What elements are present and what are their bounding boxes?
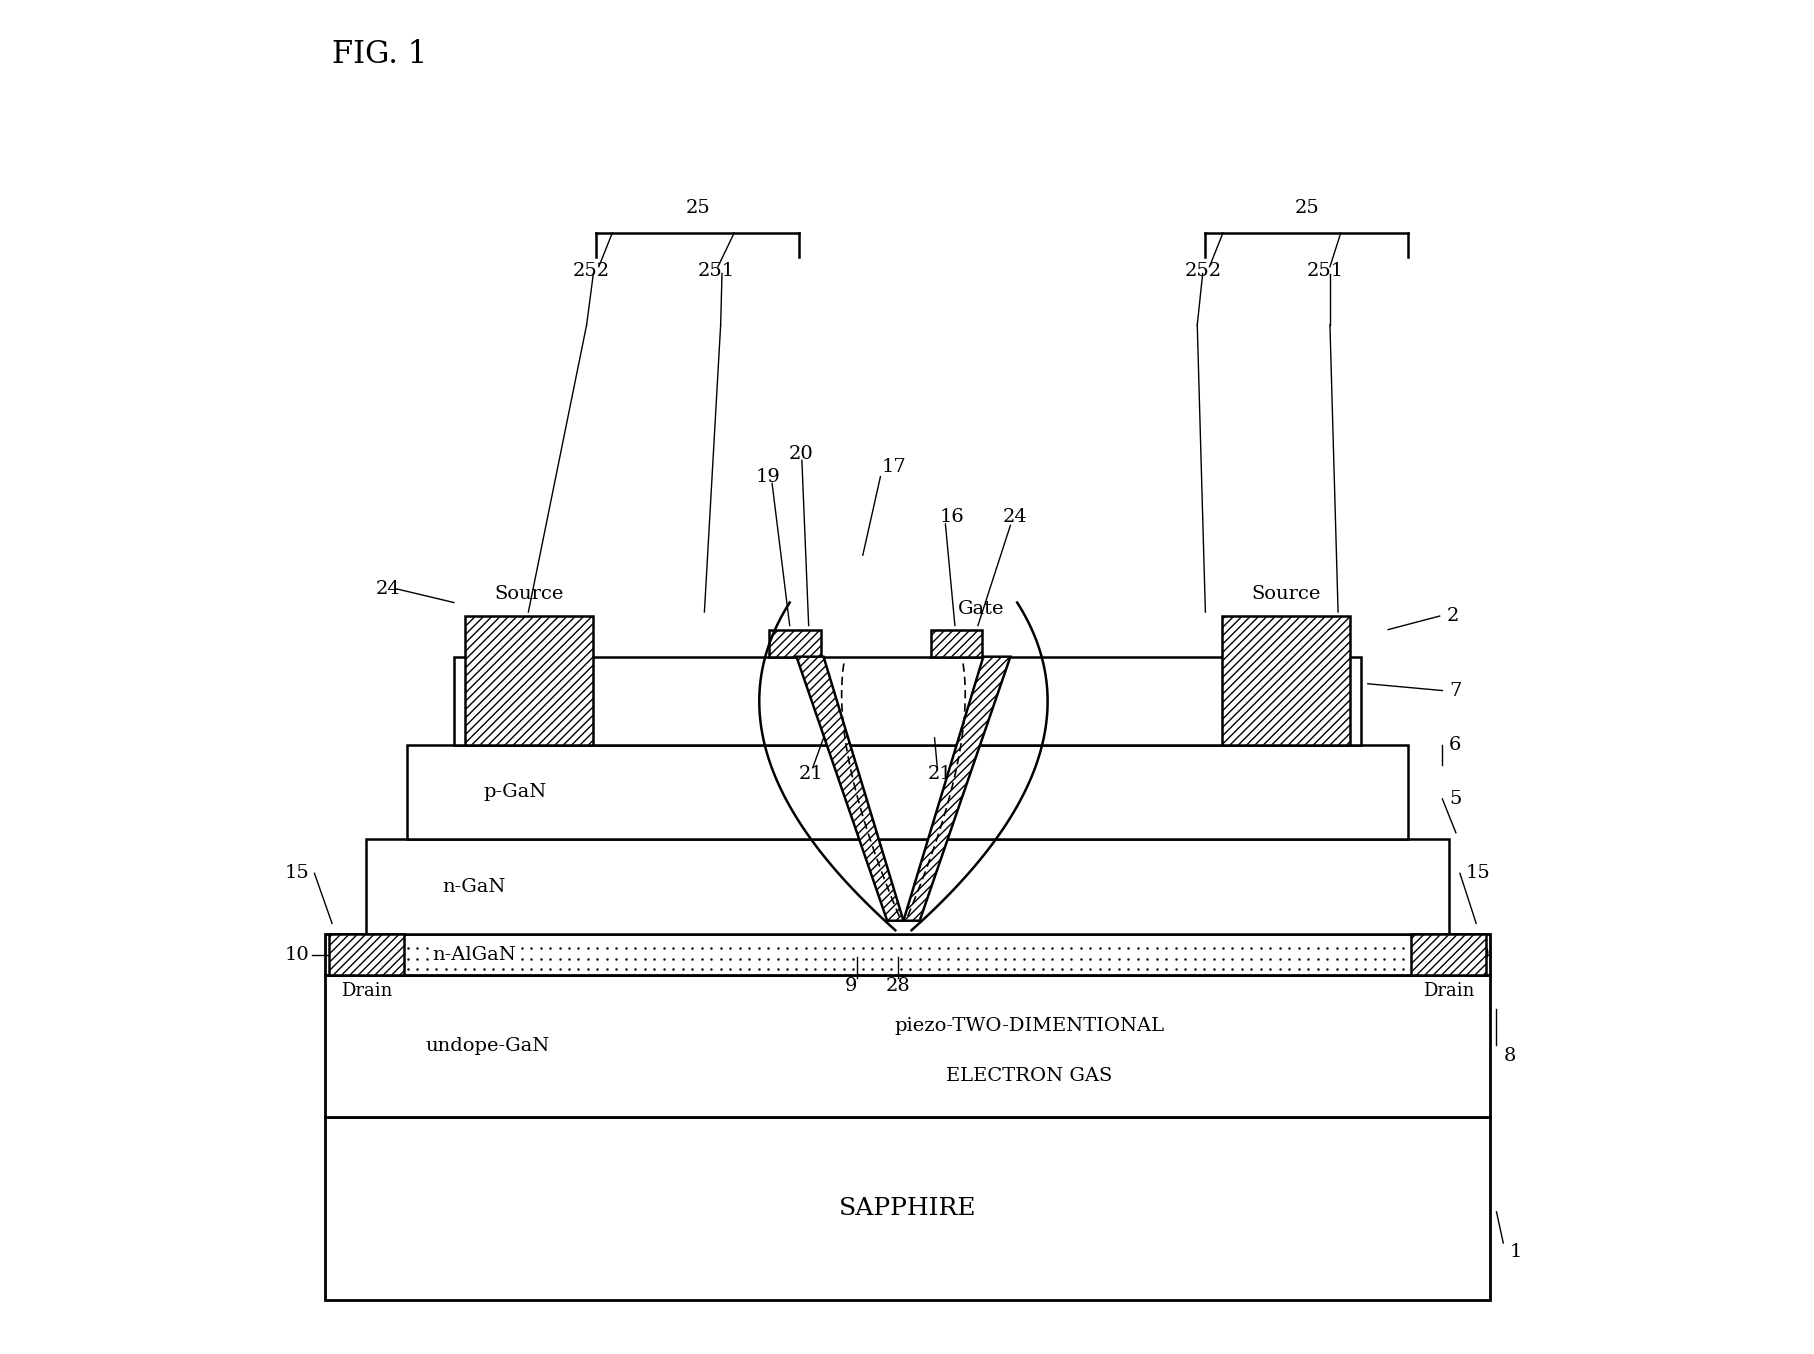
Bar	[325, 975, 1489, 1117]
Text: 21: 21	[798, 765, 824, 784]
Bar	[325, 934, 1489, 975]
Bar	[406, 745, 1408, 839]
Polygon shape	[796, 657, 903, 921]
Text: 252: 252	[573, 261, 610, 280]
Text: n-GaN: n-GaN	[443, 877, 506, 896]
Text: 251: 251	[1306, 261, 1344, 280]
Text: Drain: Drain	[1422, 982, 1473, 999]
Text: undope-GaN: undope-GaN	[426, 1037, 550, 1055]
Text: 1: 1	[1509, 1243, 1522, 1262]
Bar	[328, 934, 403, 975]
Text: p-GaN: p-GaN	[483, 783, 546, 802]
Bar	[454, 657, 1360, 745]
Text: Source: Source	[1250, 585, 1321, 603]
Bar	[1221, 616, 1350, 745]
Text: 17: 17	[882, 458, 905, 477]
Text: 252: 252	[1185, 261, 1221, 280]
Text: n-GaN: n-GaN	[517, 692, 580, 709]
Text: 20: 20	[787, 444, 813, 463]
Bar	[464, 616, 593, 745]
Text: 7: 7	[1448, 681, 1460, 700]
Bar	[931, 630, 981, 657]
Text: 8: 8	[1502, 1047, 1515, 1066]
Text: Source: Source	[493, 585, 564, 603]
Text: 24: 24	[375, 580, 399, 598]
Text: 24: 24	[1001, 508, 1027, 527]
Text: Drain: Drain	[341, 982, 392, 999]
Text: 2: 2	[1446, 607, 1458, 626]
Text: n-AlGaN: n-AlGaN	[432, 945, 515, 964]
Bar	[325, 1117, 1489, 1300]
Text: 10: 10	[1464, 945, 1489, 964]
Text: 16: 16	[940, 508, 965, 527]
Bar	[366, 839, 1448, 934]
Bar	[769, 630, 820, 657]
Bar	[1411, 934, 1486, 975]
Text: 19: 19	[755, 467, 780, 486]
Text: 10: 10	[285, 945, 308, 964]
Text: 5: 5	[1448, 789, 1460, 808]
Text: 251: 251	[697, 261, 735, 280]
Text: 9: 9	[845, 976, 858, 995]
Polygon shape	[903, 657, 1010, 921]
Text: 6: 6	[1448, 735, 1460, 754]
Text: 25: 25	[1293, 199, 1319, 217]
Text: 28: 28	[885, 976, 911, 995]
Text: 21: 21	[927, 765, 952, 784]
Text: 15: 15	[1464, 864, 1489, 883]
Text: 15: 15	[285, 864, 308, 883]
Text: SAPPHIRE: SAPPHIRE	[838, 1197, 976, 1220]
Text: piezo-TWO-DIMENTIONAL: piezo-TWO-DIMENTIONAL	[894, 1017, 1165, 1034]
Text: FIG. 1: FIG. 1	[332, 39, 426, 69]
Text: Gate: Gate	[958, 600, 1003, 619]
Text: 25: 25	[686, 199, 709, 217]
Text: ELECTRON GAS: ELECTRON GAS	[945, 1067, 1112, 1085]
